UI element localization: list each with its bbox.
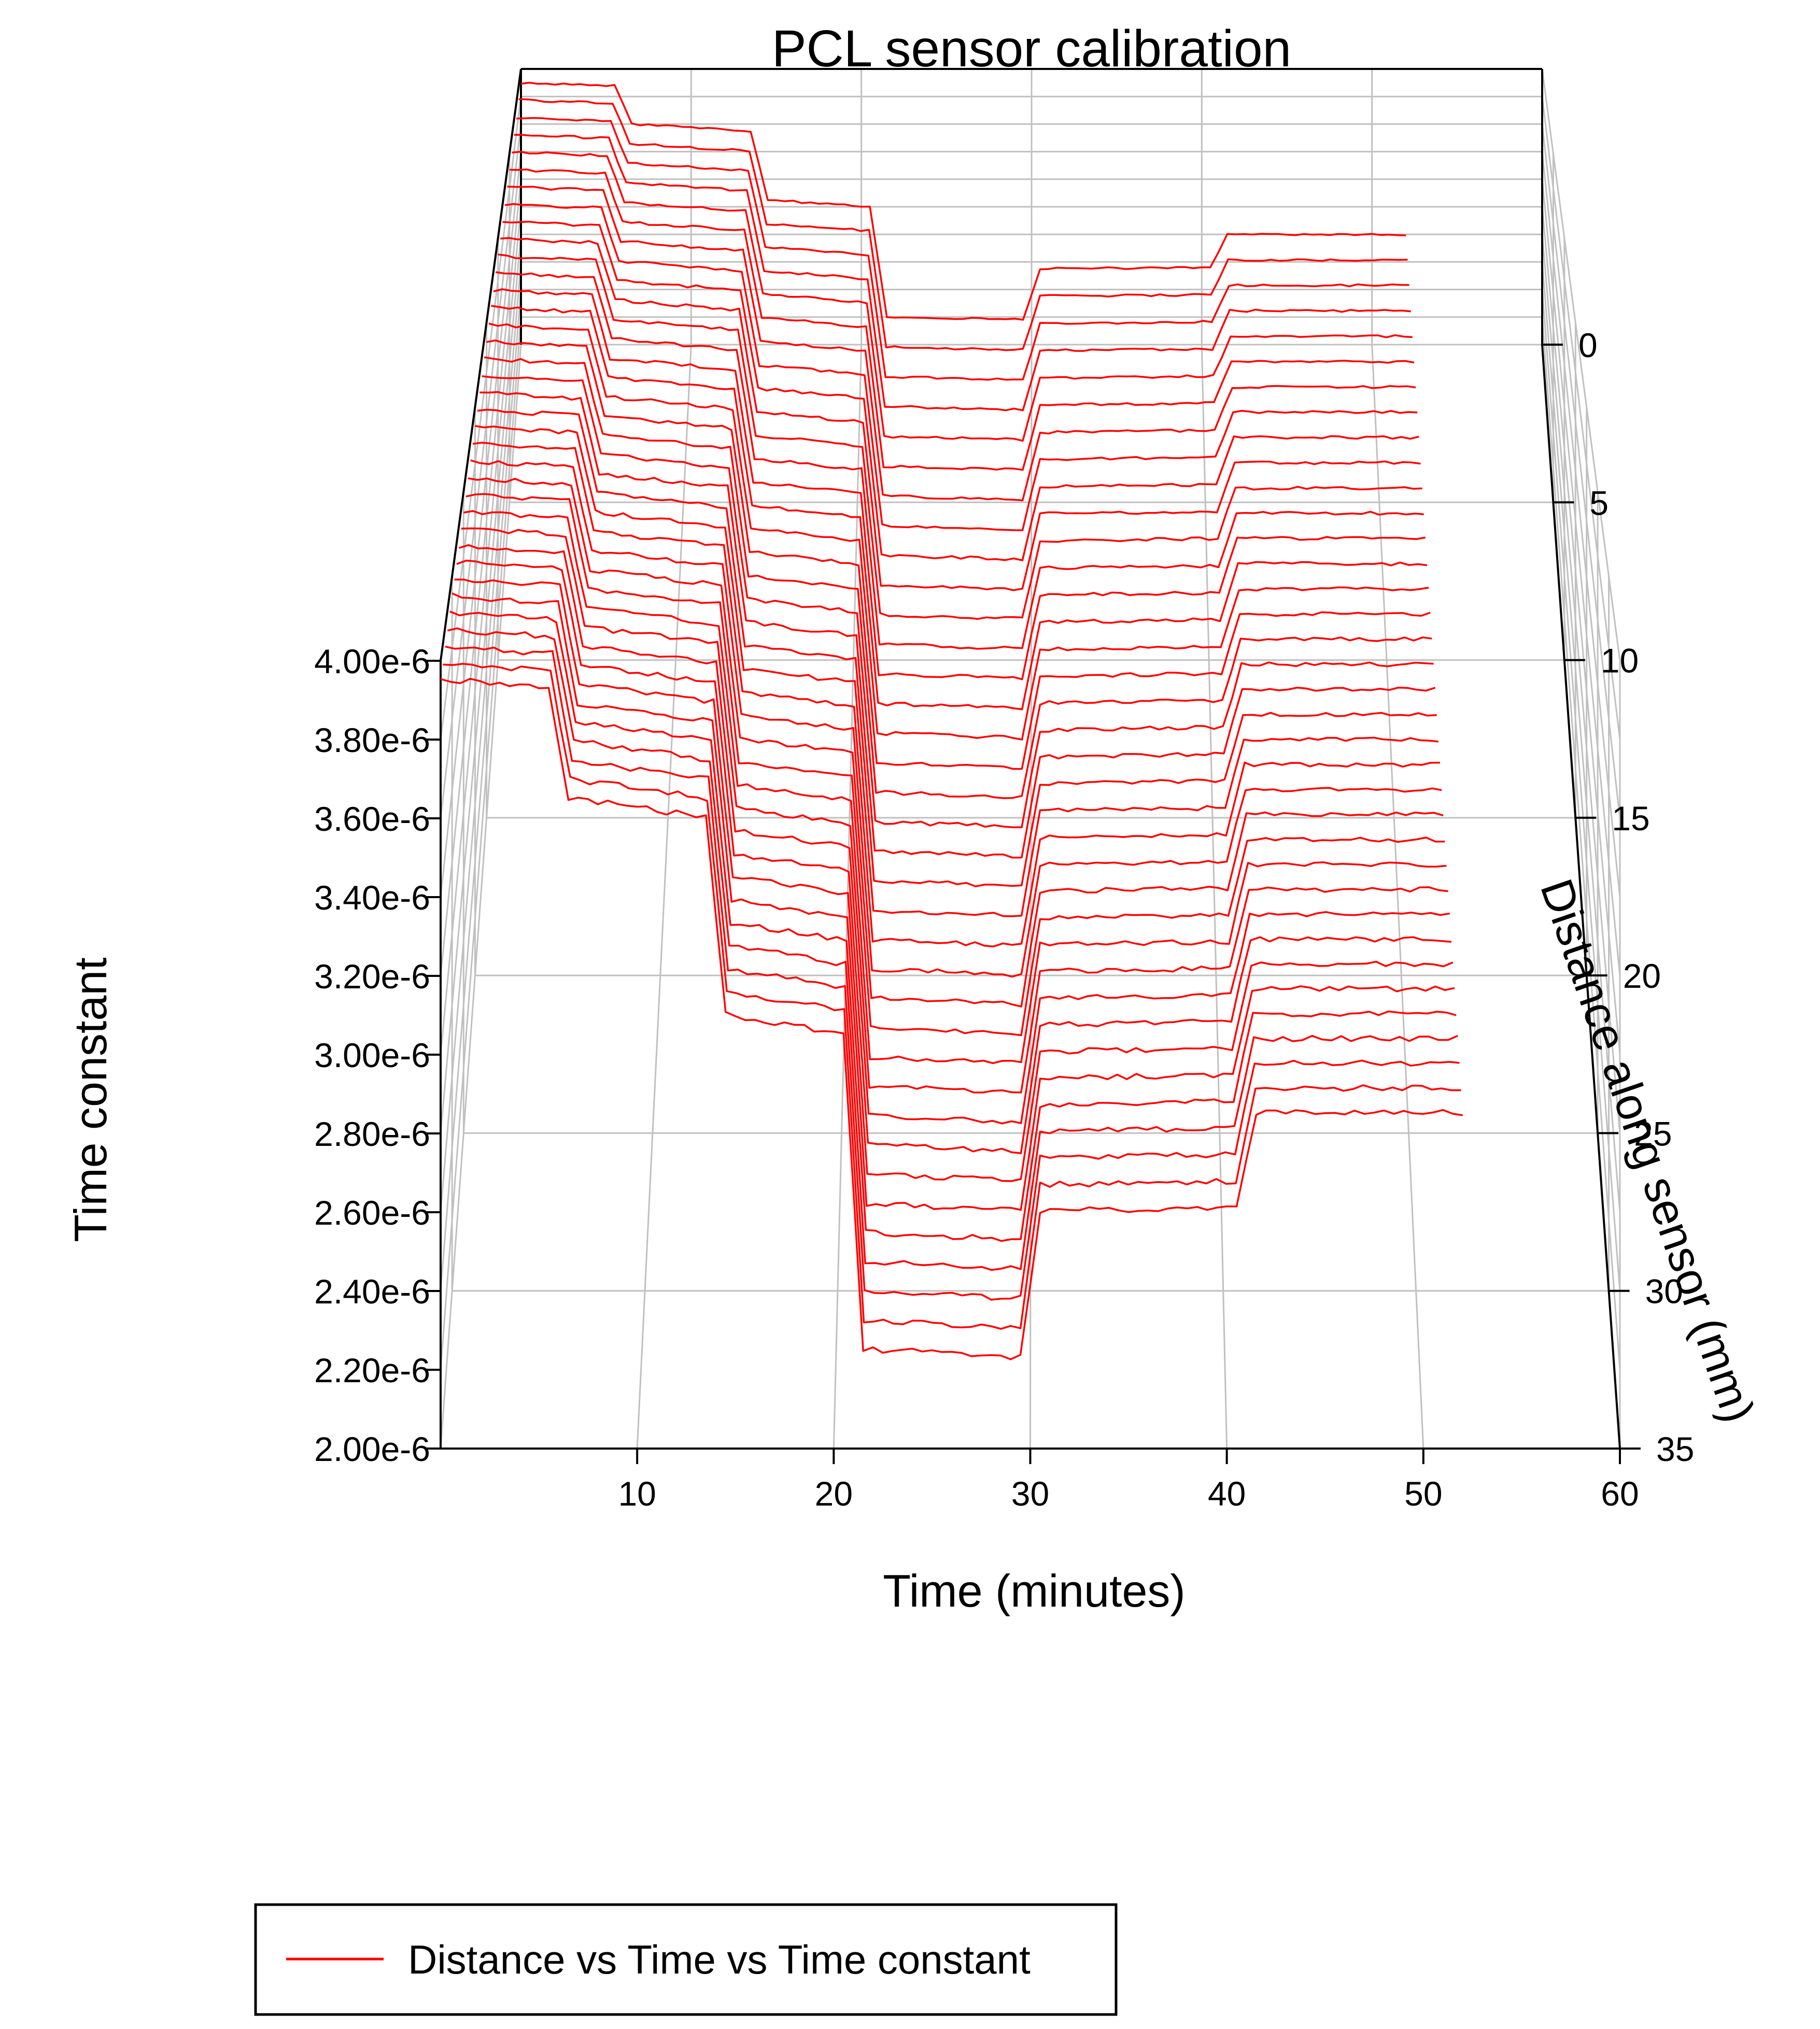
series-line-trace (449, 611, 1457, 1242)
grid-floor-x (1371, 344, 1424, 1449)
series-line-trace (479, 391, 1436, 859)
grid-right-z (1541, 234, 1621, 1134)
grid-left-z (440, 344, 522, 1449)
y-axis-line (1541, 344, 1621, 1449)
series-line-trace (470, 459, 1442, 978)
y-tick-label: 0 (1578, 326, 1598, 364)
series-line-trace (507, 186, 1416, 502)
z-tick-label: 2.20e-6 (314, 1351, 430, 1389)
series-line-trace (509, 168, 1415, 471)
grid-right-z (1541, 317, 1621, 1370)
y-tick-label: 15 (1612, 799, 1649, 838)
y-tick-label: 5 (1589, 484, 1609, 522)
z-tick-label: 4.00e-6 (314, 642, 430, 680)
legend: Distance vs Time vs Time constant (254, 1903, 1118, 2016)
grid-right-z (1541, 124, 1621, 819)
series-line-trace (493, 288, 1426, 680)
grid-right-z (1541, 68, 1621, 661)
legend-box (254, 1903, 1118, 2016)
x-tick-label: 60 (1601, 1474, 1639, 1513)
y-tick-label: 20 (1623, 957, 1661, 995)
series-line-trace (498, 253, 1422, 620)
series-line-trace (482, 375, 1434, 829)
y-tick-label: 10 (1601, 642, 1639, 680)
grid-left-z (440, 234, 522, 1134)
series-line-trace (447, 627, 1458, 1271)
grid-left-z (440, 124, 522, 819)
series-line-trace (520, 81, 1406, 321)
z-tick-label: 3.20e-6 (314, 957, 430, 996)
grid-left-z (440, 262, 522, 1213)
grid-left-z (440, 317, 522, 1370)
series-line-trace (516, 117, 1409, 381)
series-line-trace (472, 442, 1440, 947)
series-line-trace (504, 203, 1418, 531)
left-top-edge (440, 68, 522, 661)
series-line-trace (500, 237, 1421, 591)
y-tick-label: 25 (1634, 1114, 1672, 1153)
z-tick-label: 3.60e-6 (314, 800, 430, 838)
grid-right-z (1541, 96, 1621, 740)
series-line-trace (443, 663, 1461, 1330)
series-line-trace (496, 271, 1424, 650)
series-line-trace (440, 677, 1463, 1360)
series-line-trace (491, 305, 1428, 711)
series-line-trace (461, 527, 1448, 1094)
grid-right-z (1541, 262, 1621, 1213)
series-line-trace (454, 578, 1454, 1182)
grid-left-z (440, 179, 522, 976)
z-tick-label: 2.00e-6 (314, 1430, 430, 1468)
series-line-trace (502, 220, 1419, 561)
series-line-trace (518, 98, 1408, 351)
z-tick-label: 3.00e-6 (314, 1036, 430, 1074)
series-lines (440, 81, 1463, 1360)
grid-right-z (1541, 179, 1621, 976)
y-tick-label: 35 (1656, 1430, 1694, 1468)
y-tick-label: 30 (1645, 1272, 1683, 1311)
series-line-trace (488, 322, 1429, 741)
z-tick-label: 2.40e-6 (314, 1272, 430, 1311)
grid-floor-x (1201, 344, 1228, 1449)
grid-right-z (1541, 289, 1621, 1292)
x-tick-label: 20 (815, 1474, 853, 1513)
grid-left-z (440, 289, 522, 1292)
series-line-trace (465, 493, 1445, 1037)
z-axis-title: Time constant (65, 957, 116, 1242)
grid-left-z (440, 151, 522, 898)
series-line-trace (484, 356, 1432, 799)
series-line-trace (512, 150, 1413, 442)
series-line-trace (486, 339, 1431, 770)
series-line-trace (477, 408, 1437, 888)
series-line-trace (445, 645, 1460, 1301)
grid-left-z (440, 96, 522, 740)
series-line-trace (456, 559, 1451, 1154)
grid-right-z (1541, 206, 1621, 1055)
series-line-trace (463, 510, 1447, 1065)
y-axis-title: Distance along sensor (mm) (1531, 873, 1765, 1429)
x-tick-label: 50 (1404, 1474, 1442, 1513)
series-line-trace (458, 544, 1450, 1125)
series-line-trace (452, 592, 1455, 1211)
x-tick-label: 30 (1011, 1474, 1049, 1513)
x-axis-title: Time (minutes) (883, 1565, 1185, 1616)
z-tick-label: 2.80e-6 (314, 1115, 430, 1153)
x-tick-label: 40 (1208, 1474, 1246, 1513)
z-tick-label: 3.80e-6 (314, 721, 430, 759)
x-tick-label: 10 (618, 1474, 656, 1513)
grid-floor-x (636, 344, 692, 1449)
legend-label: Distance vs Time vs Time constant (408, 1937, 1031, 1982)
grid-left-z (440, 206, 522, 1055)
series-line-trace (468, 477, 1444, 1008)
series-line-trace (514, 134, 1411, 412)
series-line-trace (475, 425, 1438, 917)
tick-labels: 10 20 30 40 50 60 0 5 10 15 20 25 30 35 2.00e-6 2.20e-6… (314, 326, 1694, 1513)
grid-right-z (1541, 151, 1621, 898)
z-tick-label: 2.60e-6 (314, 1194, 430, 1232)
z-tick-label: 3.40e-6 (314, 878, 430, 917)
